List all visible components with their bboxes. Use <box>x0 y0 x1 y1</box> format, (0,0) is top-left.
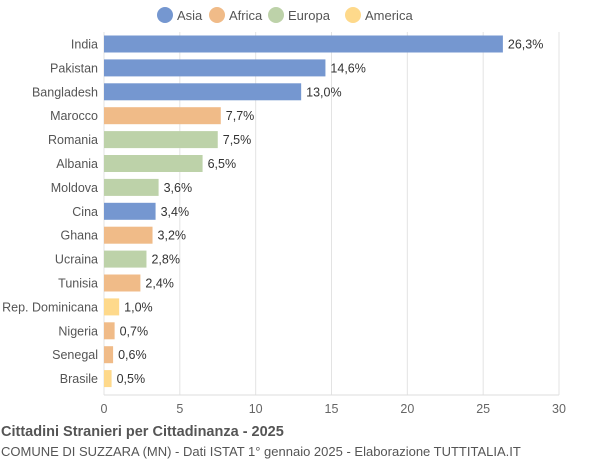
category-label: Moldova <box>51 181 98 195</box>
data-label: 26,3% <box>508 38 543 52</box>
data-label: 6,5% <box>208 157 237 171</box>
category-label: Ucraina <box>55 253 98 267</box>
category-label: Ghana <box>60 229 98 243</box>
data-label: 13,0% <box>306 85 341 99</box>
bar-romania <box>104 131 218 149</box>
bar-marocco <box>104 107 221 125</box>
category-label: Brasile <box>60 372 98 386</box>
bar-ghana <box>104 226 153 244</box>
data-label: 14,6% <box>330 61 365 75</box>
x-tick-label: 20 <box>400 402 414 416</box>
bar-brasile <box>104 370 112 388</box>
category-label: Senegal <box>52 348 98 362</box>
legend-marker-america <box>345 7 361 23</box>
bar-albania <box>104 155 203 172</box>
x-tick-label: 5 <box>176 402 183 416</box>
category-label: Marocco <box>50 109 98 123</box>
legend-label-asia: Asia <box>177 8 203 23</box>
bar-rep-dominicana <box>104 298 120 316</box>
category-label: Romania <box>48 133 98 147</box>
x-tick-label: 15 <box>325 402 339 416</box>
category-label: Pakistan <box>50 61 98 75</box>
x-tick-label: 0 <box>101 402 108 416</box>
x-axis: 0 5 10 15 20 25 30 <box>101 394 566 416</box>
legend-marker-africa <box>209 7 225 23</box>
chart-title: Cittadini Stranieri per Cittadinanza - 2… <box>1 424 284 440</box>
legend-marker-europa <box>268 7 284 23</box>
data-label: 0,7% <box>120 324 149 338</box>
bar-chart: Asia Africa Europa America India 26,3% Pakist… <box>2 7 566 416</box>
data-label: 7,5% <box>223 133 252 147</box>
data-label: 0,5% <box>117 372 146 386</box>
legend-label-america: America <box>365 8 413 23</box>
legend-label-europa: Europa <box>288 8 331 23</box>
category-label: Tunisia <box>58 277 98 291</box>
bar-tunisia <box>104 274 141 292</box>
data-label: 3,2% <box>158 229 187 243</box>
category-label: India <box>71 38 98 52</box>
category-label: Bangladesh <box>32 85 98 99</box>
bar-ucraina <box>104 250 147 268</box>
data-label: 0,6% <box>118 348 147 362</box>
legend-marker-asia <box>157 7 173 23</box>
bars: India 26,3% Pakistan 14,6% Bangladesh 13,0% Ma… <box>2 35 543 388</box>
data-label: 3,4% <box>161 205 190 219</box>
x-tick-label: 30 <box>552 402 566 416</box>
bar-senegal <box>104 346 114 364</box>
category-label: Nigeria <box>58 324 98 338</box>
category-label: Rep. Dominicana <box>2 300 98 314</box>
data-label: 3,6% <box>164 181 193 195</box>
legend: Asia Africa Europa America <box>157 7 413 23</box>
data-label: 7,7% <box>226 109 255 123</box>
category-label: Albania <box>56 157 98 171</box>
data-label: 1,0% <box>124 300 152 314</box>
category-label: Cina <box>72 205 98 219</box>
x-tick-label: 10 <box>249 402 263 416</box>
bar-nigeria <box>104 322 115 340</box>
data-label: 2,8% <box>151 253 180 267</box>
data-label: 2,4% <box>145 277 174 291</box>
bar-india <box>104 35 503 53</box>
legend-label-africa: Africa <box>229 8 263 23</box>
x-tick-label: 25 <box>476 402 490 416</box>
chart-subtitle: COMUNE DI SUZZARA (MN) - Dati ISTAT 1° g… <box>1 444 521 459</box>
bar-moldova <box>104 178 159 196</box>
bar-pakistan <box>104 59 326 77</box>
bar-bangladesh <box>104 83 302 101</box>
bar-cina <box>104 202 156 220</box>
